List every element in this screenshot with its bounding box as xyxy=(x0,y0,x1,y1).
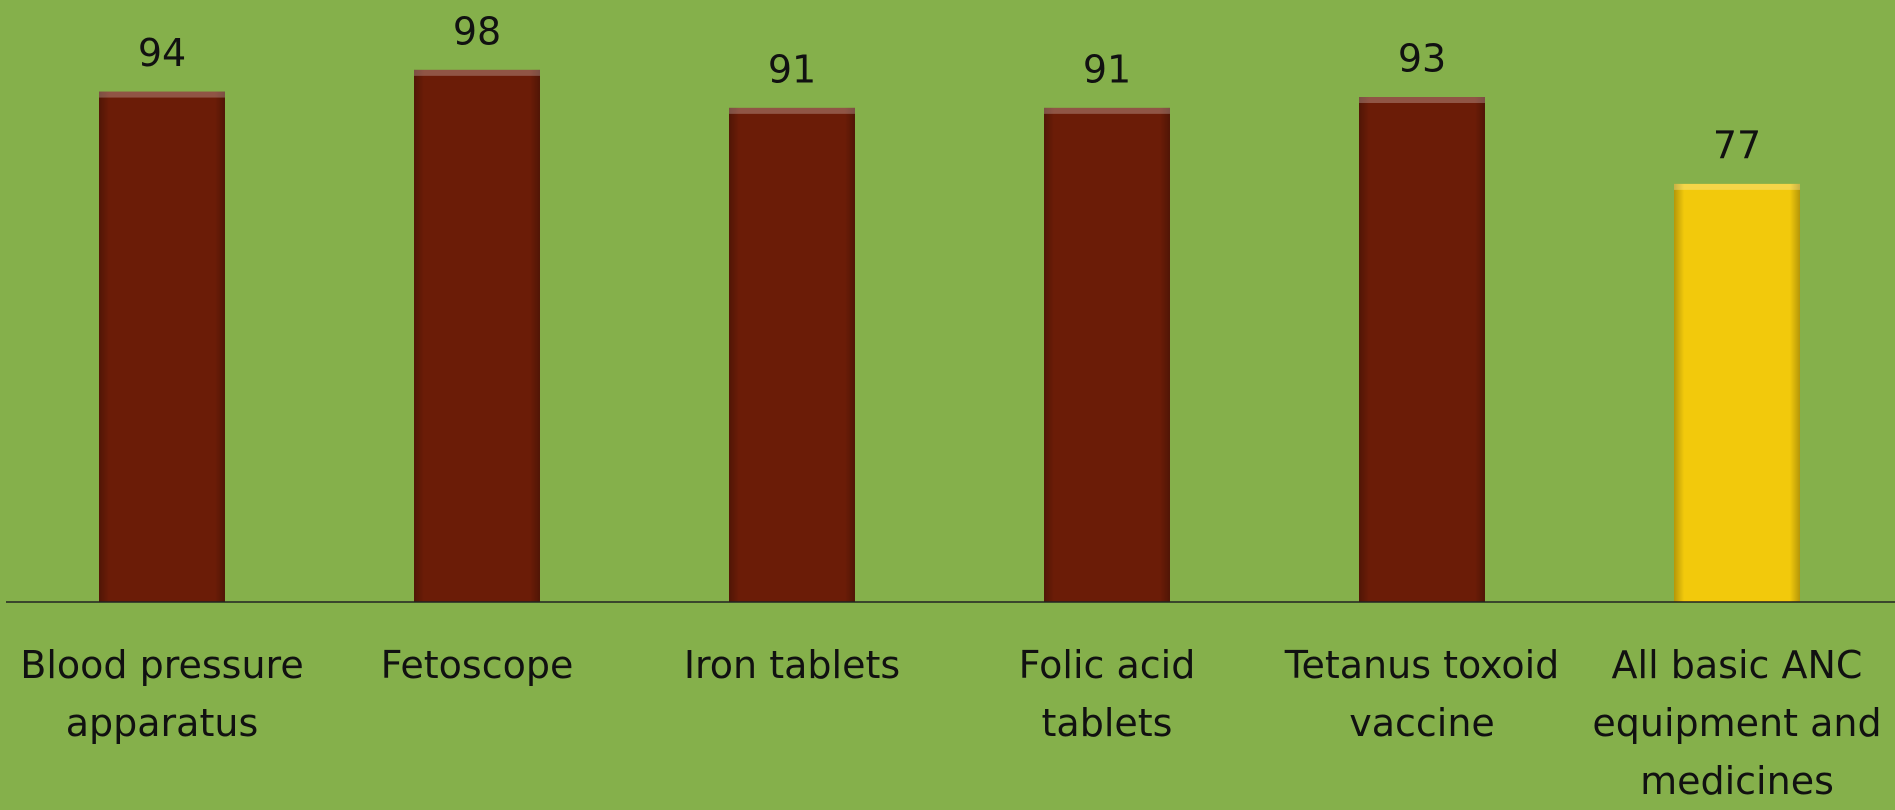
bar-bevel xyxy=(99,91,225,98)
bar-shade xyxy=(1674,183,1800,602)
bar-bevel xyxy=(414,69,540,76)
value-label: 77 xyxy=(1713,123,1761,167)
bar-shade xyxy=(99,91,225,602)
x-tick-label: Folic acid tablets xyxy=(1018,643,1196,745)
bar-shade xyxy=(1044,107,1170,603)
x-tick-label: All basic ANC equipment and medicines xyxy=(1592,643,1882,803)
value-label: 91 xyxy=(768,47,816,91)
value-label: 93 xyxy=(1398,37,1446,81)
bar-bevel xyxy=(1674,183,1800,190)
x-tick-label: Tetanus toxoid vaccine xyxy=(1284,643,1560,745)
x-tick-label: Fetoscope xyxy=(380,643,574,687)
bar-bevel xyxy=(1359,97,1485,104)
value-label: 98 xyxy=(453,9,501,53)
bar-shade xyxy=(414,69,540,603)
x-tick-label: Iron tablets xyxy=(683,643,901,687)
bar-bevel xyxy=(1044,107,1170,114)
bar-shade xyxy=(729,107,855,603)
value-label: 91 xyxy=(1083,47,1131,91)
bar-bevel xyxy=(729,107,855,114)
value-label: 94 xyxy=(138,31,186,75)
x-tick-label: Blood pressure apparatus xyxy=(20,643,304,745)
bar-shade xyxy=(1359,97,1485,602)
